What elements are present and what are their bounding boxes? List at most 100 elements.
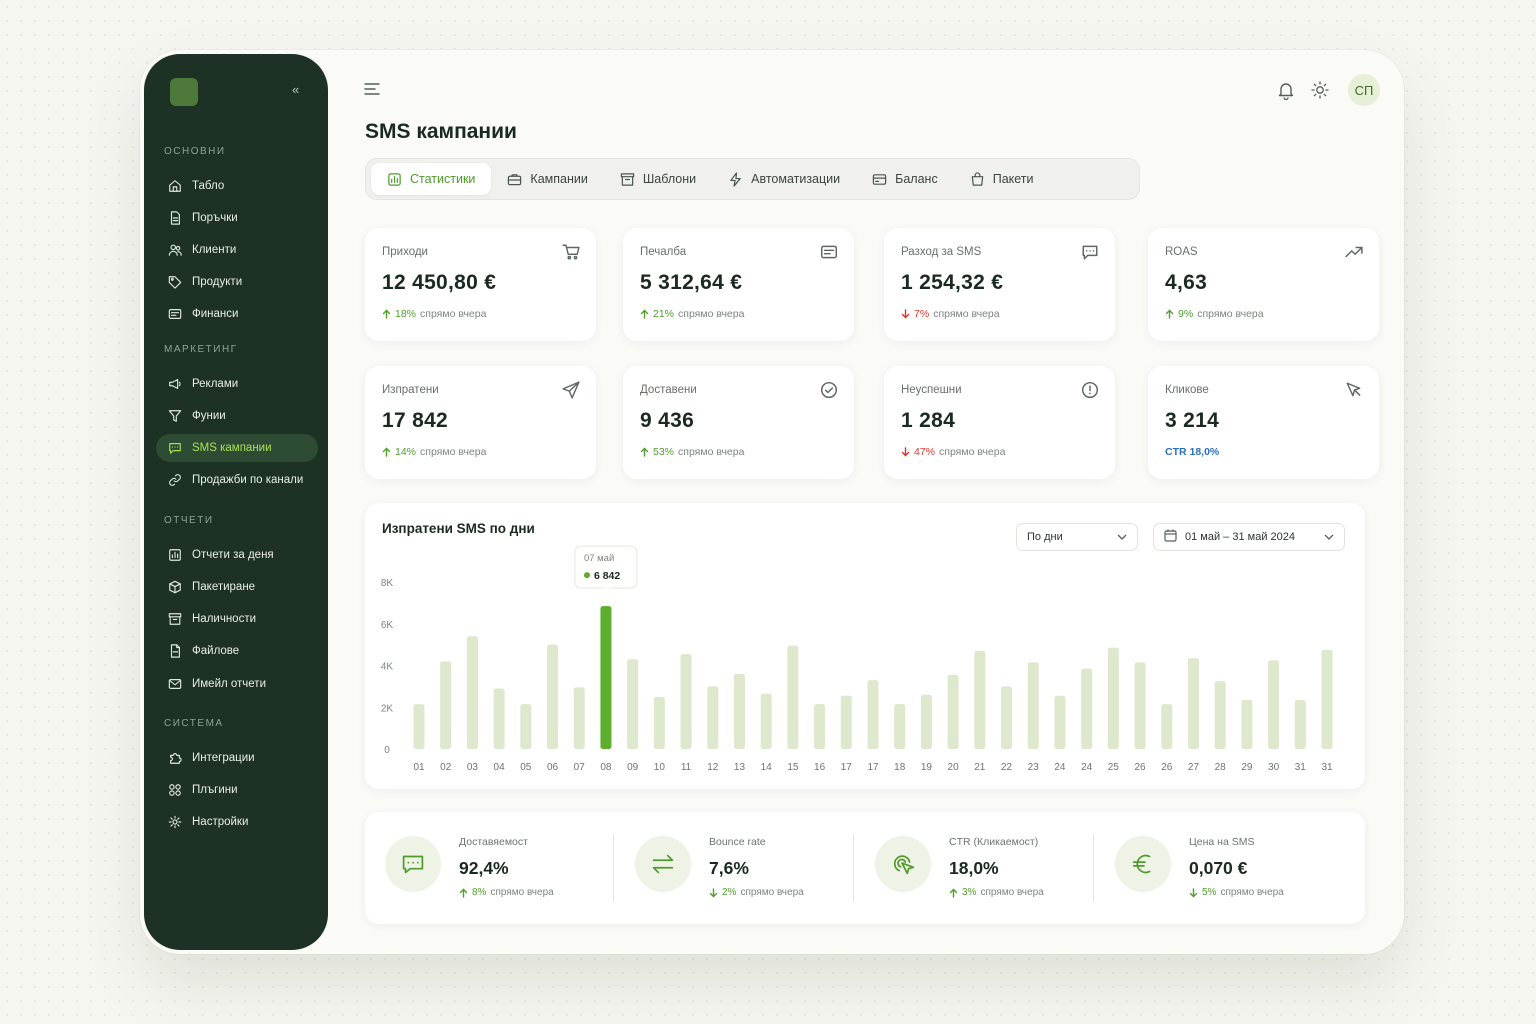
bar[interactable]: [1054, 695, 1066, 749]
x-tick-label: 04: [494, 762, 506, 773]
bar[interactable]: [707, 686, 719, 749]
bar[interactable]: [733, 673, 745, 749]
bar[interactable]: [1001, 686, 1013, 749]
tab[interactable]: Шаблони: [604, 163, 712, 195]
bar[interactable]: [1214, 681, 1226, 749]
bar[interactable]: [653, 696, 665, 749]
sidebar-item[interactable]: Наличности: [156, 605, 318, 633]
tab[interactable]: Пакети: [954, 163, 1050, 195]
bar[interactable]: [1134, 662, 1146, 749]
kpi-card: ROAS 4,63 9% спрямо вчера: [1148, 228, 1379, 341]
bar[interactable]: [1294, 699, 1306, 749]
card-value: 3 214: [1165, 409, 1220, 432]
bar[interactable]: [413, 704, 425, 749]
sidebar-item[interactable]: Интеграции: [156, 744, 318, 772]
bar[interactable]: [1027, 662, 1039, 749]
trash-template-icon: [620, 172, 635, 187]
card-value: 12 450,80 €: [382, 271, 497, 294]
sidebar-item[interactable]: Плъгини: [156, 776, 318, 804]
card-label: Кликове: [1165, 384, 1209, 396]
bar[interactable]: [1161, 704, 1173, 749]
x-tick-label: 26: [1161, 762, 1173, 773]
sidebar-item[interactable]: Финанси: [156, 300, 318, 328]
sidebar-item[interactable]: Имейл отчети: [156, 670, 318, 698]
bar[interactable]: [520, 704, 532, 749]
sidebar-item[interactable]: Файлове: [156, 637, 318, 665]
bar[interactable]: [814, 704, 826, 749]
bar[interactable]: [1107, 647, 1119, 749]
sidebar-item[interactable]: Реклами: [156, 370, 318, 398]
bar[interactable]: [947, 674, 959, 749]
card-delta: 9% спрямо вчера: [1165, 308, 1264, 320]
sidebar-item[interactable]: Продукти: [156, 268, 318, 296]
bolt-icon: [728, 171, 743, 187]
report-icon: [168, 548, 182, 562]
arrow-up-icon: [382, 309, 391, 319]
bar[interactable]: [1268, 660, 1280, 749]
chat-bubble-icon: [385, 836, 441, 892]
tab[interactable]: Кампании: [491, 163, 603, 195]
bar[interactable]: [867, 680, 879, 749]
bar[interactable]: [573, 687, 585, 749]
arrow-down-icon: [709, 887, 718, 898]
sidebar-item[interactable]: Продажби по канали: [156, 466, 318, 494]
logo[interactable]: [170, 78, 198, 106]
card-label: Неуспешни: [901, 384, 962, 396]
sidebar-item[interactable]: Клиенти: [156, 236, 318, 264]
bar[interactable]: [1321, 649, 1333, 749]
delta-percent: 53%: [653, 446, 675, 458]
tab[interactable]: Баланс: [856, 163, 954, 195]
metric-delta: 3% спрямо вчера: [949, 887, 1044, 898]
sidebar-item[interactable]: Пакетиране: [156, 573, 318, 601]
bar[interactable]: [787, 645, 799, 749]
metric-label: Bounce rate: [709, 836, 766, 848]
bar[interactable]: [680, 654, 692, 749]
tab[interactable]: Статистики: [371, 163, 492, 195]
bar[interactable]: [600, 606, 612, 749]
bar[interactable]: [974, 650, 986, 749]
collapse-sidebar-icon[interactable]: «: [292, 82, 300, 97]
bar[interactable]: [920, 694, 932, 749]
date-range-select[interactable]: 01 май – 31 май 2024: [1153, 523, 1345, 551]
bar[interactable]: [547, 644, 559, 749]
x-tick-label: 22: [1001, 762, 1013, 773]
x-tick-label: 08: [600, 762, 612, 773]
bar[interactable]: [627, 659, 639, 749]
sidebar-item[interactable]: Табло: [156, 172, 318, 200]
click-icon: [875, 836, 931, 892]
sidebar-item[interactable]: Отчети за деня: [156, 541, 318, 569]
card-delta: 47% спрямо вчера: [901, 446, 1005, 458]
delta-suffix: спрямо вчера: [678, 446, 745, 458]
summary-metric: CTR (Кликаемост) 18,0% 3% спрямо вчера: [855, 812, 1095, 924]
sms-chart-card: Изпратени SMS по дни По дни 01 май – 31 …: [365, 503, 1365, 789]
bar[interactable]: [894, 704, 906, 749]
sidebar-item[interactable]: Настройки: [156, 808, 318, 836]
bar[interactable]: [493, 688, 505, 749]
sidebar-item-label: Отчети за деня: [192, 549, 274, 561]
sidebar-item-label: Клиенти: [192, 244, 237, 256]
theme-toggle-icon[interactable]: [1311, 81, 1329, 104]
card-delta: 7% спрямо вчера: [901, 308, 1000, 320]
x-tick-label: 05: [520, 762, 532, 773]
sidebar-item-label: Продукти: [192, 276, 243, 288]
delta-percent: 9%: [1178, 308, 1194, 320]
bar[interactable]: [840, 695, 852, 749]
bar[interactable]: [1187, 658, 1199, 749]
delta-percent: 8%: [472, 887, 487, 898]
group-by-select[interactable]: По дни: [1016, 523, 1138, 551]
sidebar-item[interactable]: SMS кампании: [156, 434, 318, 462]
menu-icon[interactable]: [364, 82, 380, 101]
avatar[interactable]: СП: [1348, 74, 1380, 106]
bar[interactable]: [440, 661, 452, 749]
sidebar-item[interactable]: Фунии: [156, 402, 318, 430]
sidebar-item-label: Настройки: [192, 816, 249, 828]
kpi-card: Изпратени 17 842 14% спрямо вчера: [365, 366, 596, 479]
tab[interactable]: Автоматизации: [712, 163, 856, 195]
bar[interactable]: [466, 636, 478, 749]
bar[interactable]: [1241, 699, 1253, 749]
bar[interactable]: [1081, 668, 1093, 749]
bell-icon[interactable]: [1276, 80, 1296, 105]
x-tick-label: 31: [1295, 762, 1307, 773]
sidebar-item[interactable]: Поръчки: [156, 204, 318, 232]
bar[interactable]: [760, 693, 772, 749]
